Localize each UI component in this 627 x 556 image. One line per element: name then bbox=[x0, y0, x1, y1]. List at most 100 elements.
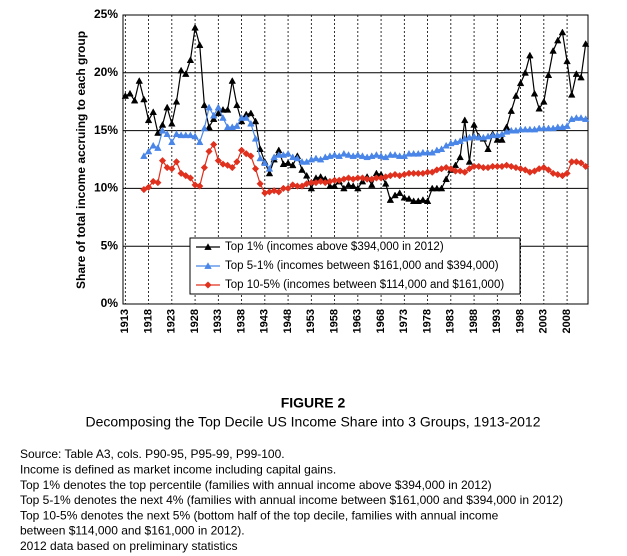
marker bbox=[247, 109, 255, 117]
marker bbox=[210, 140, 218, 149]
marker bbox=[526, 51, 534, 59]
marker bbox=[302, 171, 311, 179]
chart-title: FIGURE 2 bbox=[281, 395, 346, 411]
marker bbox=[214, 109, 223, 117]
y-tick-label: 25% bbox=[94, 7, 118, 21]
marker bbox=[386, 196, 395, 203]
marker bbox=[572, 114, 581, 121]
marker bbox=[144, 116, 153, 124]
marker bbox=[191, 181, 199, 189]
marker bbox=[521, 166, 529, 174]
marker bbox=[219, 160, 227, 168]
marker bbox=[144, 147, 153, 155]
marker bbox=[265, 164, 274, 172]
marker bbox=[428, 168, 436, 176]
x-tick-label: 1958 bbox=[328, 309, 340, 333]
marker bbox=[437, 184, 446, 192]
marker bbox=[172, 158, 181, 166]
marker bbox=[214, 157, 222, 165]
marker bbox=[186, 131, 195, 139]
marker bbox=[172, 97, 181, 105]
marker bbox=[204, 243, 212, 250]
marker bbox=[256, 180, 264, 188]
marker bbox=[163, 130, 171, 137]
marker bbox=[204, 262, 212, 269]
marker bbox=[182, 172, 190, 180]
x-tick-label: 1923 bbox=[166, 309, 178, 333]
x-tick-label: 1973 bbox=[398, 309, 410, 333]
marker bbox=[144, 183, 153, 191]
marker bbox=[540, 97, 548, 105]
marker bbox=[409, 149, 418, 157]
marker bbox=[582, 162, 590, 171]
marker bbox=[563, 57, 571, 65]
marker bbox=[377, 152, 385, 159]
x-tick-label: 1928 bbox=[189, 309, 201, 333]
marker bbox=[540, 124, 548, 132]
marker bbox=[530, 89, 539, 97]
marker bbox=[289, 161, 297, 169]
marker bbox=[354, 151, 362, 158]
marker bbox=[289, 153, 297, 161]
marker bbox=[465, 157, 474, 165]
marker bbox=[451, 161, 460, 169]
x-tick-label: 1948 bbox=[282, 309, 294, 333]
marker bbox=[126, 89, 134, 97]
marker bbox=[456, 153, 464, 161]
marker bbox=[405, 149, 413, 157]
marker bbox=[200, 163, 209, 172]
marker bbox=[549, 169, 557, 178]
marker bbox=[572, 70, 581, 77]
marker bbox=[196, 138, 204, 146]
note: 2012 data based on preliminary statistic… bbox=[20, 539, 237, 553]
y-axis-label: Share of total income accruing to each g… bbox=[74, 31, 88, 289]
marker bbox=[233, 101, 241, 109]
marker bbox=[409, 197, 418, 205]
marker bbox=[205, 103, 213, 111]
marker bbox=[498, 136, 506, 143]
marker bbox=[577, 159, 585, 167]
marker bbox=[395, 189, 404, 196]
marker bbox=[237, 146, 246, 154]
x-tick-label: 1938 bbox=[235, 309, 247, 333]
note: Top 5-1% denotes the next 4% (families w… bbox=[20, 493, 563, 507]
marker bbox=[298, 157, 306, 165]
marker bbox=[456, 167, 464, 175]
legend-label: Top 5-1% (incomes between $161,000 and $… bbox=[225, 260, 499, 272]
marker bbox=[177, 66, 185, 74]
note: between $114,000 and $161,000 in 2012). bbox=[20, 524, 245, 538]
marker bbox=[554, 36, 562, 44]
marker bbox=[340, 149, 348, 157]
x-tick-label: 1968 bbox=[375, 309, 387, 333]
marker bbox=[140, 185, 148, 194]
marker bbox=[293, 154, 302, 162]
marker bbox=[437, 145, 446, 152]
y-tick-label: 15% bbox=[94, 123, 118, 137]
marker bbox=[461, 116, 469, 124]
x-tick-label: 1913 bbox=[119, 309, 131, 333]
marker bbox=[475, 133, 483, 141]
marker bbox=[149, 141, 157, 149]
marker bbox=[344, 181, 353, 188]
marker bbox=[214, 103, 223, 111]
marker bbox=[465, 165, 474, 173]
y-tick-label: 5% bbox=[101, 238, 119, 252]
marker bbox=[549, 47, 557, 54]
x-tick-label: 1953 bbox=[305, 309, 317, 333]
marker bbox=[577, 114, 585, 121]
marker bbox=[423, 148, 432, 156]
marker bbox=[186, 174, 195, 182]
chart-subtitle: Decomposing the Top Decile US Income Sha… bbox=[85, 414, 540, 430]
marker bbox=[368, 181, 376, 188]
marker bbox=[554, 123, 562, 131]
y-tick-label: 20% bbox=[94, 65, 118, 79]
marker bbox=[372, 151, 381, 158]
note: Top 10-5% denotes the next 5% (bottom ha… bbox=[20, 508, 499, 522]
x-tick-label: 1933 bbox=[212, 309, 224, 333]
marker bbox=[140, 95, 148, 103]
marker bbox=[428, 184, 436, 192]
marker bbox=[470, 132, 478, 140]
x-tick-label: 1983 bbox=[445, 309, 457, 333]
legend-label: Top 10-5% (incomes between $114,000 and … bbox=[225, 279, 504, 291]
marker bbox=[154, 144, 162, 151]
